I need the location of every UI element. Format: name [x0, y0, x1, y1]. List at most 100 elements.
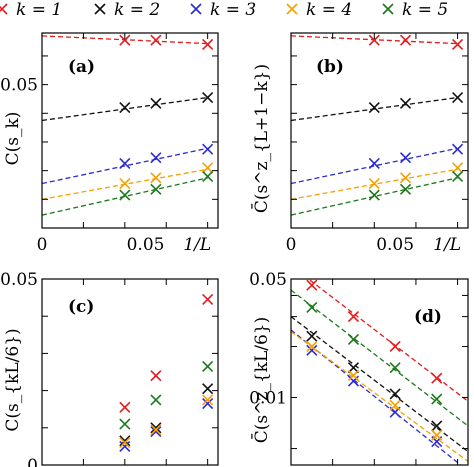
axes-frame [41, 278, 219, 466]
data-point [389, 399, 401, 411]
plot-area [291, 34, 464, 216]
axes-frame [290, 278, 469, 466]
x-axis-label: 1/L [183, 235, 211, 255]
data-point [368, 157, 380, 170]
fit-line [291, 147, 458, 185]
data-point [202, 383, 214, 395]
legend-marker [190, 3, 202, 15]
data-point [431, 420, 443, 432]
data-point [150, 152, 162, 164]
legend-marker [0, 3, 8, 15]
plot-area [119, 293, 214, 452]
fit-line [291, 331, 468, 462]
data-point [119, 189, 131, 201]
data-point [389, 362, 401, 374]
data-point [119, 177, 131, 190]
fit-line [291, 177, 458, 216]
data-point [150, 424, 162, 436]
data-point [399, 152, 412, 164]
y-tick-label: 0.05 [249, 270, 287, 290]
panel-label: (d) [414, 307, 442, 327]
legend-marker [382, 3, 394, 15]
data-point [150, 172, 162, 184]
panel-d: 0.05 0.01C̄(s^z_{kL/6}) (d) [249, 270, 469, 466]
x-tick-label: 0 [286, 235, 297, 255]
data-point [389, 388, 401, 400]
data-point [399, 172, 412, 184]
legend-label: k = 2 [114, 0, 160, 20]
data-point [347, 375, 360, 387]
data-point [306, 340, 318, 353]
data-point [202, 170, 214, 182]
data-point [452, 170, 464, 182]
data-point [119, 101, 131, 114]
data-point [368, 177, 380, 190]
data-point [399, 97, 412, 109]
legend-marker [286, 3, 298, 15]
panel-b: 0 0.05 1/L C̄(s^z_{L+1−k}) (b) [250, 32, 469, 255]
data-point [150, 425, 162, 438]
data-point [306, 301, 318, 313]
data-point [119, 157, 131, 170]
data-point [202, 293, 214, 306]
data-point [150, 422, 162, 434]
data-point [431, 429, 443, 441]
data-point [202, 162, 214, 174]
data-point [389, 340, 401, 353]
data-point [150, 394, 162, 406]
legend: k = 1 k = 2 k = 3 k = 4 k = 5 [0, 0, 448, 20]
data-point [119, 437, 131, 449]
legend-marker [94, 3, 106, 15]
data-point [202, 38, 214, 51]
data-point [119, 440, 131, 452]
data-point [306, 330, 318, 342]
data-point [347, 369, 360, 381]
data-point [202, 394, 214, 406]
data-point [119, 34, 131, 46]
axes-frame [41, 32, 219, 229]
y-axis-label: C(s_k) [3, 112, 23, 166]
data-point [150, 370, 162, 382]
data-point [150, 34, 162, 46]
legend-label: k = 4 [306, 0, 352, 20]
y-tick-label: 0 [27, 456, 38, 467]
fit-line [291, 289, 468, 427]
x-axis-label: 1/L [433, 235, 461, 255]
x-tick-label: 0 [37, 235, 48, 255]
fit-line [42, 147, 208, 185]
data-point [431, 393, 443, 405]
fit-line [42, 96, 208, 122]
data-point [399, 183, 412, 195]
legend-label: k = 5 [402, 0, 448, 20]
y-tick-label: 0.01 [249, 389, 287, 409]
y-axis-label: C(s_{kL/6}) [3, 328, 23, 431]
fit-line [307, 279, 468, 402]
data-point [452, 143, 464, 155]
data-point [399, 34, 412, 46]
y-tick-label: 0.05 [0, 76, 38, 96]
data-point [368, 189, 380, 201]
data-point [306, 279, 318, 291]
data-point [452, 91, 464, 104]
legend-label: k = 3 [210, 0, 256, 20]
x-tick-label: 0.05 [376, 235, 414, 255]
panel-label: (b) [316, 57, 344, 77]
data-point [150, 97, 162, 109]
data-point [368, 101, 380, 114]
legend-label: k = 1 [16, 0, 62, 20]
panel-label: (c) [68, 297, 94, 317]
fit-line [291, 96, 458, 122]
axes-frame [290, 32, 469, 229]
data-point [119, 401, 131, 413]
data-point [347, 333, 360, 346]
data-point [452, 162, 464, 174]
panel-c: 0.05 0 C(s_{kL/6}) (c) [0, 270, 219, 467]
data-point [202, 91, 214, 104]
data-point [431, 372, 443, 384]
data-point [202, 143, 214, 155]
y-axis-label: C̄(s^z_{L+1−k}) [250, 64, 272, 213]
data-point [306, 344, 318, 356]
data-point [119, 418, 131, 430]
panel-label: (a) [68, 57, 95, 77]
fit-line [291, 329, 462, 465]
